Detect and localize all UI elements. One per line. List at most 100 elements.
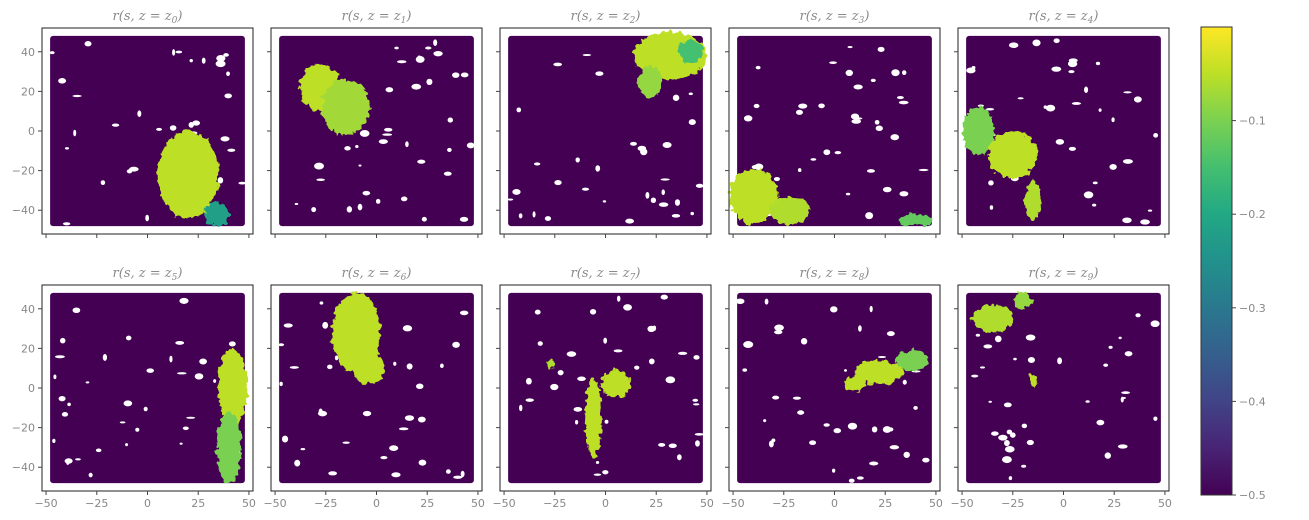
gap-mark — [971, 374, 979, 378]
highlight-blob — [331, 292, 381, 373]
gap-mark — [217, 177, 224, 184]
gap-mark — [294, 459, 301, 467]
colorbar-tick-label: −0.1 — [1239, 115, 1266, 128]
gap-mark — [400, 196, 408, 202]
gap-mark — [1124, 351, 1133, 357]
background-points — [50, 292, 245, 484]
gap-mark — [1117, 444, 1128, 449]
gap-mark — [853, 84, 863, 90]
gap-mark — [604, 419, 609, 424]
gap-mark — [346, 206, 353, 213]
gap-mark — [72, 307, 81, 314]
gap-mark — [111, 123, 120, 127]
gap-mark — [319, 301, 324, 305]
gap-mark — [119, 421, 126, 424]
gap-mark — [573, 407, 583, 412]
gap-mark — [662, 142, 672, 148]
x-tick-label: 25 — [649, 497, 663, 510]
gap-mark — [362, 190, 371, 196]
panel-8: −50 −25 0 25 50 r(s, z = z8) — [721, 266, 942, 510]
gap-mark — [1017, 97, 1024, 100]
gap-mark — [1109, 164, 1117, 170]
panel-4: r(s, z = z4) — [954, 9, 1170, 238]
gap-mark — [62, 222, 71, 226]
gap-mark — [1085, 400, 1090, 403]
gap-mark — [772, 395, 780, 400]
panel-9: −50 −25 0 25 50 r(s, z = z9) — [950, 266, 1171, 510]
gap-mark — [544, 216, 552, 221]
gap-mark — [460, 470, 465, 478]
gap-mark — [384, 127, 393, 132]
y-tick-label: 0 — [28, 125, 35, 138]
gap-mark — [595, 71, 604, 76]
gap-mark — [557, 369, 564, 376]
gap-mark — [145, 214, 150, 222]
gap-mark — [613, 349, 623, 353]
gap-mark — [1021, 423, 1028, 429]
gap-mark — [823, 149, 831, 156]
gap-mark — [172, 49, 176, 56]
gap-mark — [800, 337, 808, 345]
panel-0: 40 20 0 −20 −40 r(s, z = z0) — [12, 9, 254, 238]
gap-mark — [674, 199, 681, 206]
gap-mark — [216, 55, 226, 62]
gap-mark — [433, 50, 443, 57]
gap-mark — [856, 117, 863, 120]
highlight-blob — [1024, 180, 1042, 221]
gap-mark — [300, 448, 306, 451]
gap-mark — [156, 127, 163, 131]
gap-mark — [661, 189, 665, 196]
gap-mark — [985, 108, 995, 111]
gap-mark — [870, 78, 876, 83]
gap-mark — [830, 306, 838, 313]
gap-mark — [66, 460, 70, 465]
x-tick-label: −50 — [263, 497, 286, 510]
gap-mark — [283, 323, 293, 328]
gap-mark — [603, 337, 608, 344]
highlight-blob — [637, 65, 663, 98]
gap-mark — [1053, 38, 1060, 44]
gap-mark — [875, 125, 883, 131]
gap-mark — [58, 78, 67, 84]
gap-mark — [328, 471, 338, 476]
gap-mark — [574, 420, 579, 425]
gap-mark — [213, 379, 217, 383]
gap-mark — [512, 189, 521, 195]
gap-mark — [64, 147, 70, 150]
gap-mark — [95, 448, 102, 453]
x-tick-label: 25 — [420, 497, 434, 510]
gap-mark — [798, 103, 808, 109]
highlight-blob — [769, 196, 811, 225]
gap-mark — [688, 119, 696, 126]
highlight-blob — [585, 378, 602, 458]
x-tick-label: 0 — [144, 497, 151, 510]
gap-mark — [279, 381, 283, 387]
gap-mark — [169, 125, 177, 131]
gap-mark — [1051, 66, 1062, 72]
gap-mark — [818, 103, 825, 109]
gap-mark — [991, 431, 999, 436]
gap-mark — [402, 325, 413, 332]
gap-mark — [1025, 334, 1036, 341]
gap-mark — [645, 191, 650, 199]
panel-title: r(s, z = z6) — [342, 266, 412, 283]
highlight-blob — [321, 79, 371, 135]
gap-mark — [228, 341, 236, 347]
gap-mark — [175, 340, 185, 345]
gap-mark — [616, 295, 621, 302]
highlight-blob — [1012, 292, 1034, 309]
x-tick-label: −50 — [950, 497, 973, 510]
gap-mark — [1027, 356, 1036, 364]
gap-mark — [516, 107, 522, 113]
gap-mark — [553, 62, 563, 67]
gap-mark — [1092, 181, 1098, 185]
highlight-blob — [352, 352, 385, 385]
x-tick-label: 0 — [831, 497, 838, 510]
gap-mark — [755, 65, 761, 70]
gap-mark — [623, 304, 632, 311]
gap-mark — [58, 396, 66, 402]
gap-mark — [519, 404, 523, 412]
gap-mark — [316, 178, 325, 182]
background-points — [737, 35, 932, 227]
y-tick-label: 40 — [21, 303, 35, 316]
